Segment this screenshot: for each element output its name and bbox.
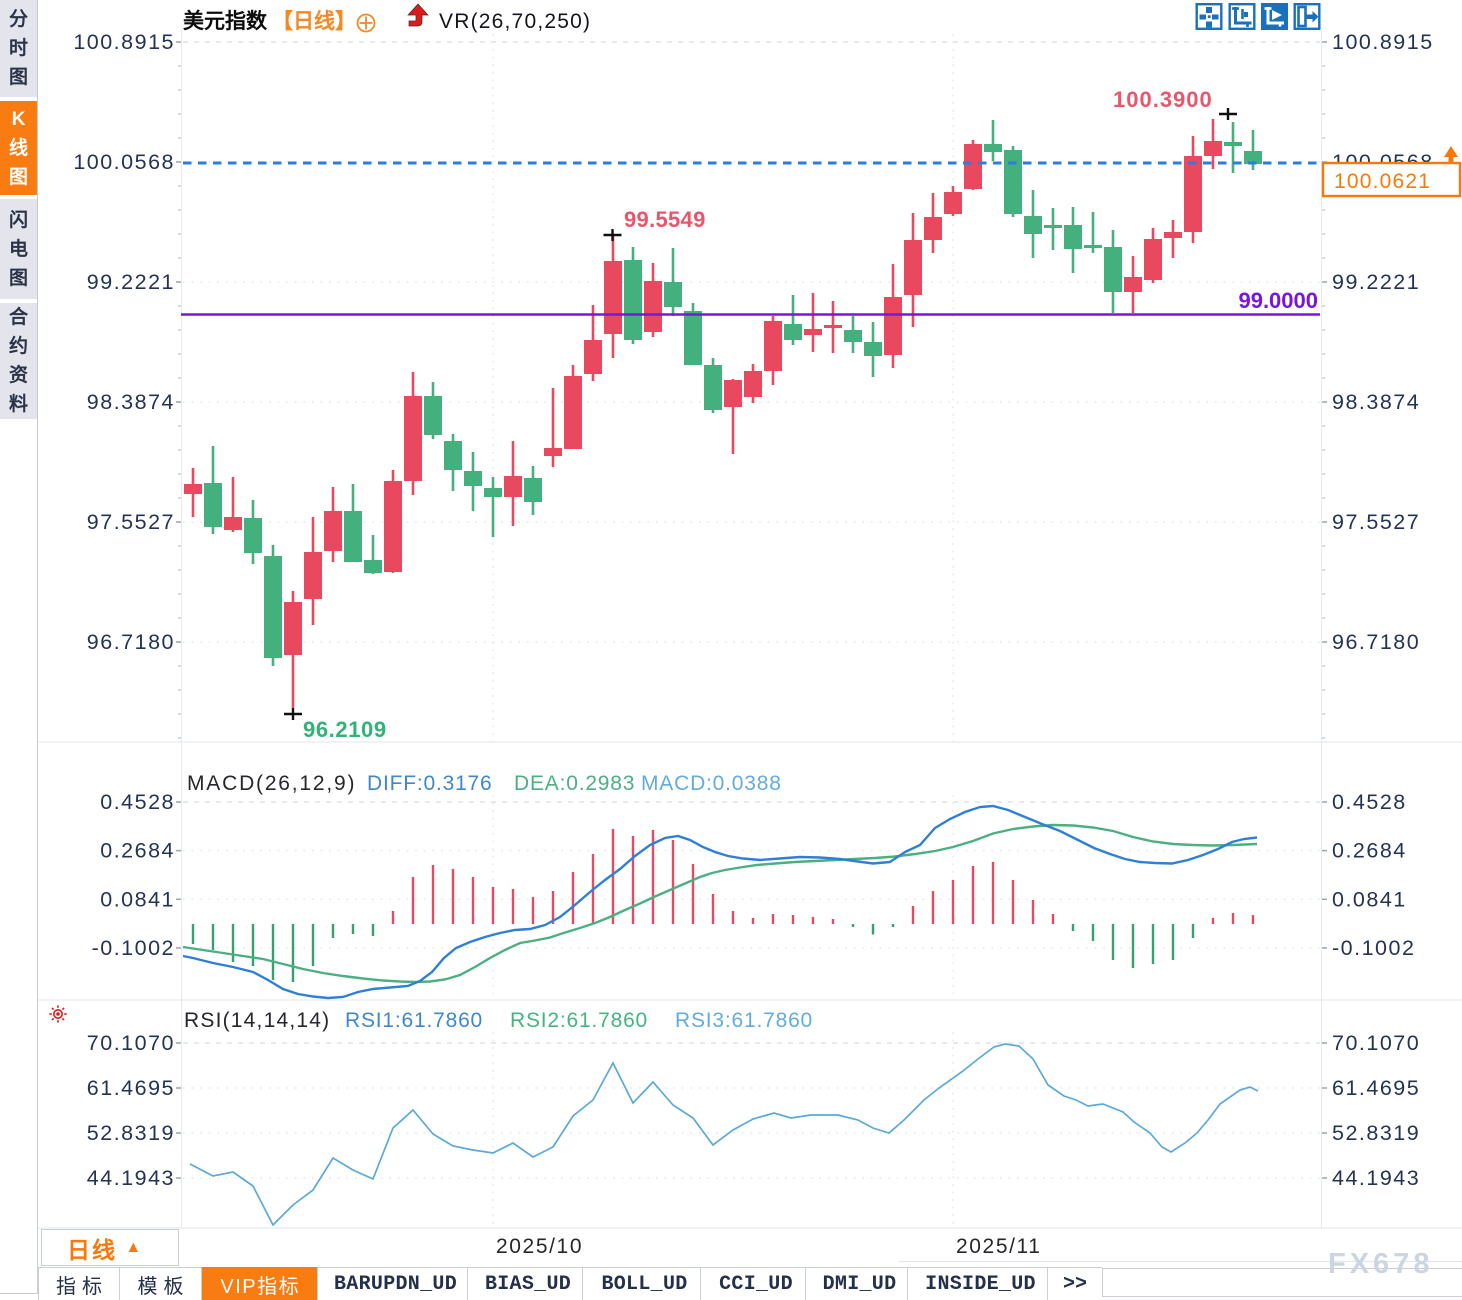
svg-text:100.8915: 100.8915: [73, 30, 175, 54]
svg-text:RSI1:61.7860: RSI1:61.7860: [345, 1009, 483, 1032]
svg-text:-0.1002: -0.1002: [92, 936, 175, 960]
svg-text:【日线】: 【日线】: [272, 9, 356, 33]
svg-text:44.1943: 44.1943: [87, 1166, 175, 1190]
svg-text:96.7180: 96.7180: [1332, 630, 1420, 654]
svg-text:97.5527: 97.5527: [1332, 510, 1420, 534]
svg-text:98.3874: 98.3874: [87, 390, 175, 414]
svg-text:96.2109: 96.2109: [303, 717, 387, 742]
svg-text:96.7180: 96.7180: [87, 630, 175, 654]
svg-text:44.1943: 44.1943: [1332, 1166, 1420, 1190]
svg-text:DEA:0.2983: DEA:0.2983: [514, 772, 635, 795]
svg-text:52.8319: 52.8319: [1332, 1121, 1420, 1145]
svg-text:100.8915: 100.8915: [1332, 30, 1434, 54]
svg-text:DIFF:0.3176: DIFF:0.3176: [367, 772, 493, 795]
svg-text:61.4695: 61.4695: [87, 1076, 175, 1100]
svg-text:97.5527: 97.5527: [87, 510, 175, 534]
svg-text:2025/10: 2025/10: [496, 1235, 583, 1258]
svg-text:0.2684: 0.2684: [100, 839, 175, 863]
svg-text:99.2221: 99.2221: [1332, 270, 1420, 294]
svg-text:0.4528: 0.4528: [100, 790, 175, 814]
svg-text:0.2684: 0.2684: [1332, 839, 1407, 863]
svg-text:2025/11: 2025/11: [956, 1235, 1042, 1258]
svg-text:RSI2:61.7860: RSI2:61.7860: [510, 1009, 648, 1032]
svg-text:98.3874: 98.3874: [1332, 390, 1420, 414]
svg-text:-0.1002: -0.1002: [1332, 936, 1415, 960]
svg-text:61.4695: 61.4695: [1332, 1076, 1420, 1100]
svg-text:99.2221: 99.2221: [87, 270, 175, 294]
svg-text:MACD:0.0388: MACD:0.0388: [641, 772, 782, 795]
svg-text:100.0568: 100.0568: [73, 150, 175, 174]
svg-text:52.8319: 52.8319: [87, 1121, 175, 1145]
svg-text:99.5549: 99.5549: [624, 207, 706, 232]
svg-text:MACD(26,12,9): MACD(26,12,9): [187, 772, 356, 795]
svg-text:100.3900: 100.3900: [1113, 87, 1213, 112]
svg-text:99.0000: 99.0000: [1238, 288, 1318, 313]
svg-text:VR(26,70,250): VR(26,70,250): [439, 10, 591, 33]
svg-text:70.1070: 70.1070: [1332, 1031, 1420, 1055]
svg-text:0.4528: 0.4528: [1332, 790, 1407, 814]
svg-text:RSI(14,14,14): RSI(14,14,14): [184, 1009, 330, 1032]
svg-text:美元指数: 美元指数: [183, 9, 268, 33]
svg-text:0.0841: 0.0841: [100, 887, 175, 911]
svg-text:RSI3:61.7860: RSI3:61.7860: [675, 1009, 813, 1032]
svg-text:0.0841: 0.0841: [1332, 887, 1407, 911]
svg-text:100.0621: 100.0621: [1334, 170, 1431, 193]
svg-text:70.1070: 70.1070: [87, 1031, 175, 1055]
